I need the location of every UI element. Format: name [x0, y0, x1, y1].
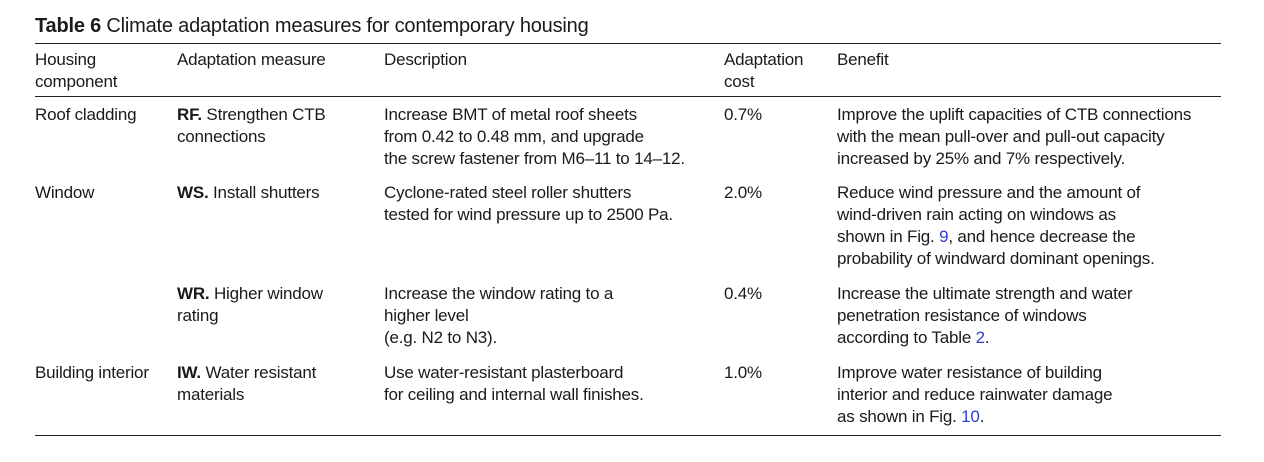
table-caption-label: Table 6 [35, 15, 102, 37]
row-window-shutters-measure: WS. Install shutters [177, 183, 320, 202]
row-roof-cladding-description: Increase BMT of metal roof sheets from 0… [384, 105, 685, 168]
table-caption-text: Climate adaptation measures for contempo… [106, 15, 589, 37]
row-window-rating-measure: WR. Higher window rating [177, 284, 323, 325]
row-window-shutters-benefit: Reduce wind pressure and the amount of w… [837, 183, 1155, 268]
row-window-component: Window [35, 183, 95, 202]
figure-9-link[interactable]: 9 [939, 227, 949, 246]
row-building-interior-benefit: Improve water resistance of building int… [837, 363, 1113, 426]
header-description: Description [384, 50, 467, 69]
header-adaptation-cost: Adaptation cost [724, 50, 804, 91]
header-benefit: Benefit [837, 50, 889, 69]
row-window-rating-benefit: Increase the ultimate strength and water… [837, 284, 1133, 347]
row-window-shutters-description: Cyclone-rated steel roller shutters test… [384, 183, 673, 224]
table-caption: Table 6 Climate adaptation measures for … [35, 13, 589, 39]
table-top-rule [35, 43, 1221, 44]
table-header-rule [35, 96, 1221, 97]
table-2-link[interactable]: 2 [975, 328, 985, 347]
header-adaptation-measure: Adaptation measure [177, 50, 326, 69]
table-bottom-rule [35, 435, 1221, 436]
row-building-interior-measure: IW. Water resistant materials [177, 363, 317, 404]
row-window-rating-cost: 0.4% [724, 284, 762, 303]
row-window-rating-description: Increase the window rating to a higher l… [384, 284, 614, 347]
row-building-interior-component: Building interior [35, 363, 149, 382]
row-roof-cladding-component: Roof cladding [35, 105, 137, 124]
row-roof-cladding-cost: 0.7% [724, 105, 762, 124]
row-building-interior-description: Use water-resistant plasterboard for cei… [384, 363, 644, 404]
row-roof-cladding-measure: RF. Strengthen CTB connections [177, 105, 326, 146]
figure-10-link[interactable]: 10 [961, 407, 980, 426]
header-housing-component: Housing component [35, 50, 118, 91]
row-building-interior-cost: 1.0% [724, 363, 762, 382]
row-roof-cladding-benefit: Improve the uplift capacities of CTB con… [837, 105, 1192, 168]
row-window-shutters-cost: 2.0% [724, 183, 762, 202]
